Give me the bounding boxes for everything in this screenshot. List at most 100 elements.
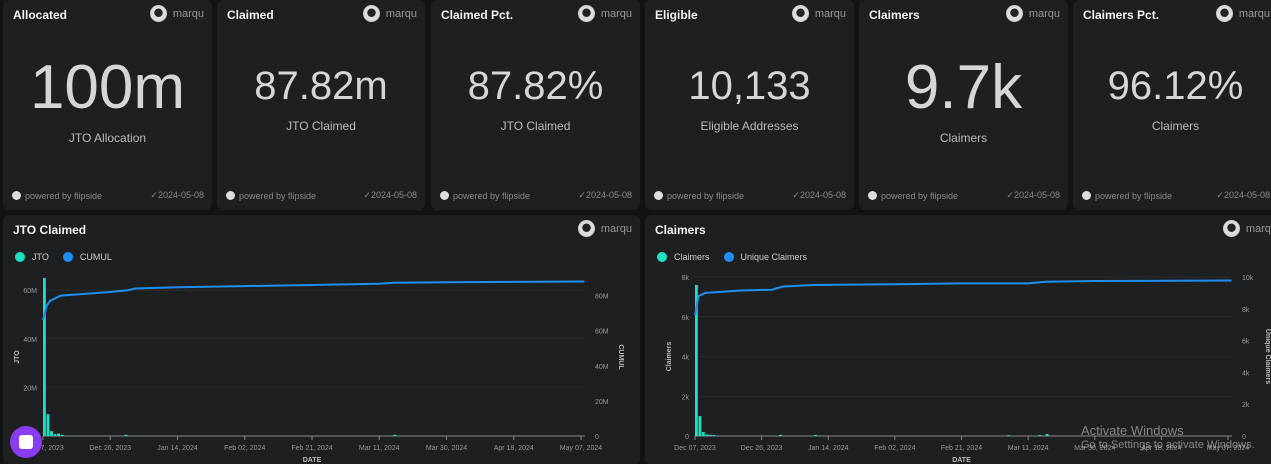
flipside-icon: [12, 191, 21, 200]
y2-tick-label: 0: [595, 434, 599, 441]
cumulative-line: [694, 279, 1232, 316]
kpi-card: Allocated marqu 100m JTO Allocation powe…: [3, 0, 212, 210]
bar: [53, 434, 57, 436]
bar: [709, 434, 712, 436]
x-tick-label: Dec 07, 2023: [22, 445, 64, 452]
x-tick-label: Mar 30, 2024: [426, 445, 467, 452]
avatar: [577, 220, 595, 237]
x-tick-label: May 07, 2024: [1207, 445, 1250, 452]
bar: [60, 434, 64, 436]
avatar: [1005, 5, 1023, 22]
kpi-value: 9.7k: [904, 53, 1023, 122]
kpi-title: Allocated: [13, 8, 68, 22]
flipside-icon: [440, 191, 449, 200]
kpi-label: Eligible Addresses: [700, 119, 799, 133]
legend-item[interactable]: CUMUL: [62, 252, 112, 262]
author[interactable]: marqu: [362, 5, 417, 22]
kpi-card: Eligible marqu 10,133 Eligible Addresses…: [645, 0, 854, 210]
avatar: [149, 5, 167, 22]
y2-tick-label: 2k: [1242, 402, 1250, 409]
claimers-chart: 0 2k 4k 6k 8k 0 2k 4k 6k 8k 10k Dec 07, 2023 Dec 26,…: [666, 275, 1271, 464]
y-tick-label: 2k: [682, 394, 690, 401]
kpi-title: Claimers Pct.: [1083, 8, 1160, 22]
y-tick-label: 60M: [23, 288, 37, 295]
x-tick-label: May 07, 2024: [560, 445, 603, 452]
legend-item[interactable]: JTO: [15, 252, 49, 262]
y-axis-title: JTO: [14, 350, 21, 364]
author-name: marqu: [172, 7, 204, 20]
x-tick-label: Mar 11, 2024: [359, 445, 400, 452]
y2-tick-label: 0: [1242, 434, 1246, 441]
x-tick-label: Apr 18, 2024: [1141, 445, 1181, 452]
x-axis-title: DATE: [303, 457, 322, 464]
powered-by-link[interactable]: powered by flipside: [1082, 190, 1172, 201]
avatar: [1222, 220, 1240, 237]
powered-by-link[interactable]: powered by flipside: [654, 190, 744, 201]
y-tick-label: 6k: [682, 315, 690, 322]
avatar: [362, 5, 380, 22]
refresh-date: ✓2024-05-08: [1216, 190, 1270, 200]
author-name: marqu: [814, 7, 846, 20]
kpi-title: Claimed: [227, 8, 274, 22]
x-tick-label: Jan 14, 2024: [157, 445, 198, 452]
kpi-card: Claimers Pct. marqu 96.12% Claimers powe…: [1073, 0, 1271, 210]
y2-tick-label: 40M: [595, 364, 609, 371]
author-name: marqu: [600, 222, 632, 235]
bar: [1045, 434, 1049, 436]
author[interactable]: marqu: [1215, 5, 1270, 22]
author[interactable]: marqu: [149, 5, 204, 22]
flipside-button[interactable]: [10, 426, 42, 458]
powered-by-link[interactable]: powered by flipside: [440, 190, 530, 201]
kpi-label: Claimers: [1151, 119, 1200, 133]
bar: [705, 434, 709, 436]
y2-tick-label: 60M: [595, 329, 609, 336]
y-tick-label: 20M: [23, 385, 37, 392]
chart-card-jto-claimed: JTO Claimed marqu JTO CUMUL 020M40M60M02…: [3, 215, 640, 464]
bar: [124, 434, 128, 436]
legend: JTO CUMUL: [15, 252, 112, 262]
legend-item[interactable]: Claimers: [657, 252, 710, 262]
x-axis-title: DATE: [952, 457, 971, 464]
x-tick-label: Feb 02, 2024: [224, 445, 265, 452]
kpi-title: Claimed Pct.: [441, 8, 514, 22]
bar: [50, 431, 53, 436]
kpi-card: Claimed Pct. marqu 87.82% JTO Claimed po…: [431, 0, 640, 210]
author-name: marqu: [1028, 7, 1060, 20]
author[interactable]: marqu: [1005, 5, 1060, 22]
author-name: marqu: [1245, 222, 1271, 235]
powered-by-link[interactable]: powered by flipside: [868, 190, 958, 201]
refresh-date: ✓2024-05-08: [363, 190, 417, 200]
kpi-value: 87.82m: [254, 64, 388, 108]
avatar: [1215, 5, 1233, 22]
y-tick-label: 0: [685, 434, 689, 441]
y2-axis-title: CUMUL: [617, 344, 624, 370]
x-tick-label: Dec 26, 2023: [741, 445, 783, 452]
y-tick-label: 4k: [682, 355, 690, 362]
kpi-value: 100m: [29, 53, 186, 122]
legend-item[interactable]: Unique Claimers: [723, 252, 807, 262]
refresh-date: ✓2024-05-08: [578, 190, 632, 200]
cumulative-line: [42, 280, 585, 321]
x-tick-label: Feb 02, 2024: [874, 445, 915, 452]
author-name: marqu: [1238, 7, 1270, 20]
y2-tick-label: 4k: [1242, 370, 1250, 377]
kpi-value: 87.82%: [467, 64, 604, 108]
powered-by-link[interactable]: powered by flipside: [226, 190, 316, 201]
flipside-icon: [654, 191, 663, 200]
author[interactable]: marqu: [1222, 220, 1271, 237]
x-tick-label: Feb 21, 2024: [291, 445, 332, 452]
avatar: [791, 5, 809, 22]
powered-by-link[interactable]: powered by flipside: [12, 190, 102, 201]
bar: [393, 434, 397, 436]
author[interactable]: marqu: [577, 220, 632, 237]
author[interactable]: marqu: [577, 5, 632, 22]
author[interactable]: marqu: [791, 5, 846, 22]
bar: [695, 284, 698, 436]
chart-title: JTO Claimed: [13, 223, 87, 237]
windows-watermark: Activate Windows Go to Settings to activa…: [1081, 423, 1255, 451]
avatar: [577, 5, 595, 22]
kpi-card: Claimers marqu 9.7k Claimers powered by …: [859, 0, 1068, 210]
bar: [702, 432, 705, 436]
bar: [814, 435, 818, 437]
